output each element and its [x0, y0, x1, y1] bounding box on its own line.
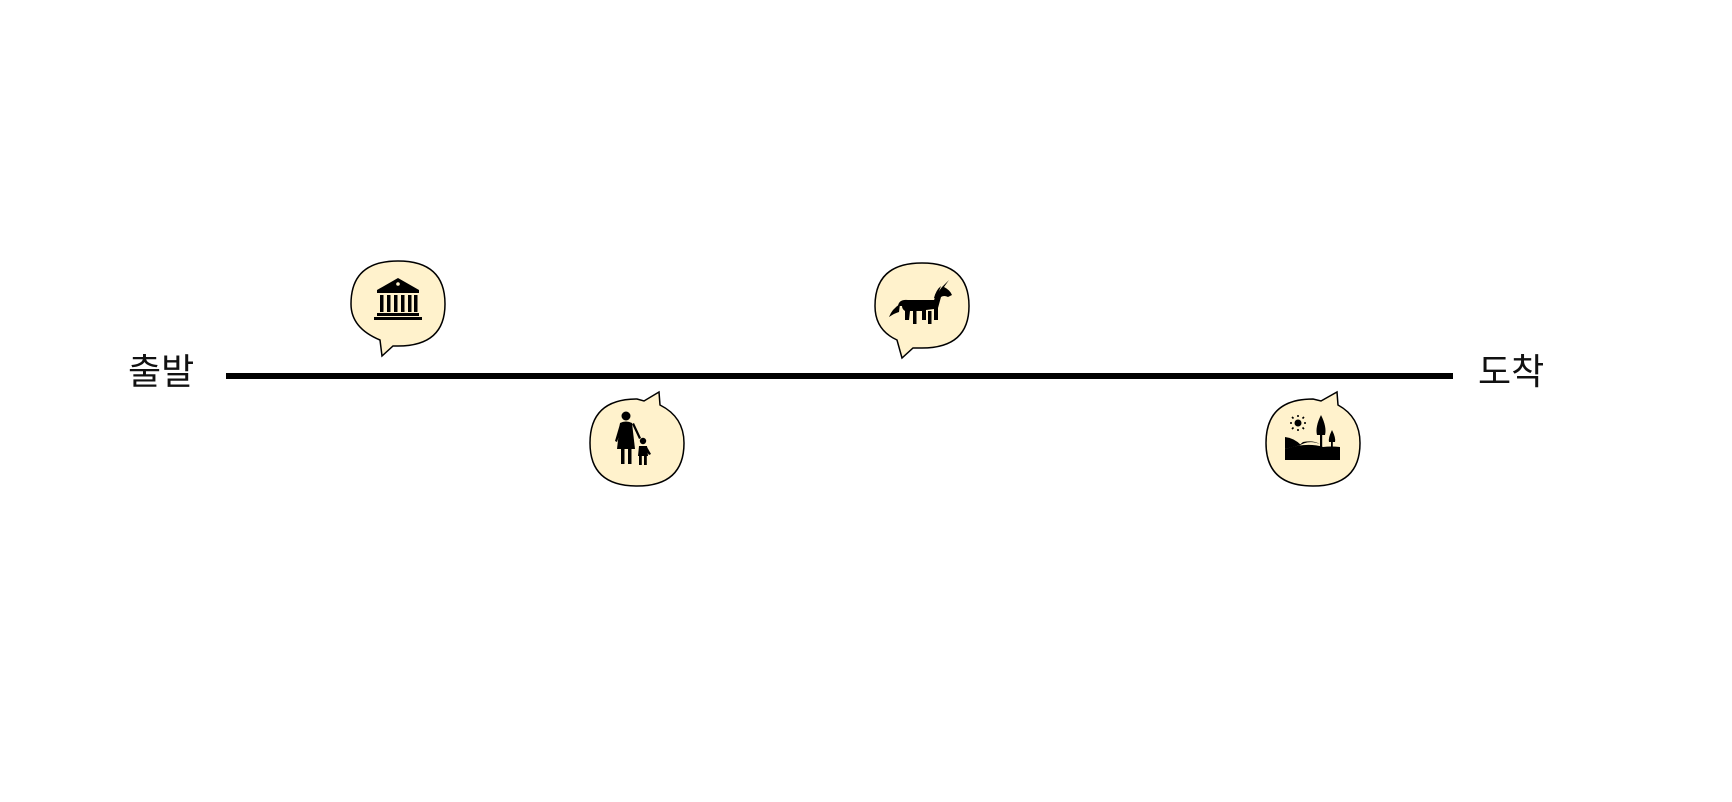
unicorn-icon: [889, 280, 952, 324]
stop-bubble-4: [1263, 387, 1363, 487]
end-label: 도착: [1478, 352, 1545, 393]
stop-bubble-2: [587, 387, 687, 487]
route-line: [226, 373, 1453, 379]
stop-bubble-1: [348, 258, 448, 358]
parent-child-icon: [615, 411, 651, 465]
landscape-icon: [1285, 415, 1340, 460]
museum-icon: [374, 278, 422, 320]
start-label: 출발: [128, 352, 195, 393]
stop-bubble-3: [872, 260, 972, 360]
